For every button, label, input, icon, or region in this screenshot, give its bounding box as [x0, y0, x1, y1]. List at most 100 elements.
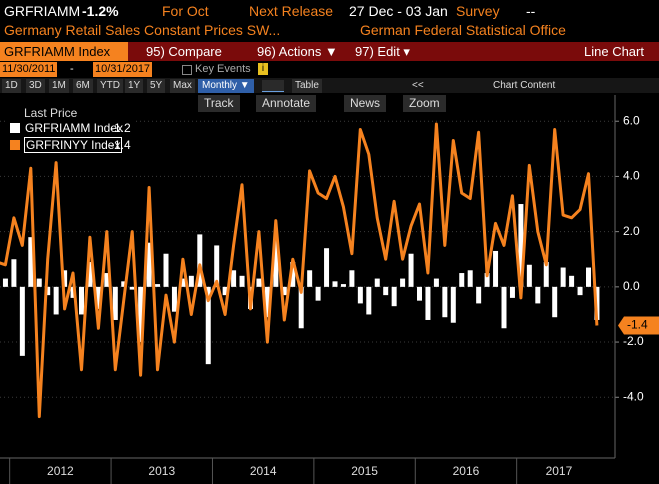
menu-item[interactable]: 96) Actions ▼ [257, 44, 338, 59]
end-date[interactable]: 10/31/2017 [93, 62, 153, 77]
bar [374, 278, 380, 287]
bar [155, 284, 161, 287]
bar [112, 286, 118, 320]
survey-label: Survey [456, 3, 500, 19]
bar [19, 286, 25, 356]
checkbox[interactable] [182, 65, 192, 75]
bar [53, 286, 59, 315]
bar [264, 286, 270, 318]
x-tick-label: 2012 [47, 464, 74, 478]
bar [307, 270, 313, 287]
x-tick-label: 2014 [250, 464, 277, 478]
period-button[interactable]: 1D [2, 79, 21, 93]
description: Germany Retail Sales Constant Prices SW.… [4, 22, 281, 38]
legend-title: Last Price [24, 106, 78, 120]
chart-tool[interactable]: News [344, 95, 387, 112]
y-tick-label: -2.0 [623, 334, 644, 348]
x-tick-label: 2013 [148, 464, 175, 478]
bar [171, 286, 177, 312]
bar [383, 286, 389, 296]
bar [129, 286, 135, 290]
last-value-label: -1.4 [627, 318, 648, 332]
legend-swatch [10, 140, 20, 150]
bar [425, 286, 431, 320]
period-button[interactable]: 1M [49, 79, 69, 93]
bar [222, 286, 228, 296]
bar [400, 278, 406, 287]
period-button[interactable]: 5Y [147, 79, 166, 93]
bar [569, 275, 575, 287]
bar [197, 234, 203, 287]
bar [552, 286, 558, 318]
bar [28, 237, 34, 287]
x-tick-label: 2016 [453, 464, 480, 478]
bar [543, 262, 549, 287]
menu-item[interactable]: 97) Edit ▾ [355, 44, 410, 59]
period: For Oct [162, 3, 209, 19]
bar [324, 248, 330, 287]
view[interactable]: Line Chart [584, 44, 644, 59]
bar [433, 278, 439, 287]
bar [121, 281, 127, 287]
chart-icon[interactable] [262, 80, 284, 92]
chart-tool[interactable]: Zoom [403, 95, 446, 112]
bar [36, 278, 42, 287]
y-tick-label: -4.0 [623, 389, 644, 403]
bar [239, 275, 245, 287]
last-value-tag [618, 316, 659, 335]
bar [357, 286, 363, 304]
bar [256, 278, 262, 287]
bar [535, 286, 541, 304]
chart-content[interactable]: Chart Content [493, 80, 556, 91]
next-release-label: Next Release [249, 3, 334, 19]
source: German Federal Statistical Office [360, 22, 566, 38]
bar [214, 245, 220, 287]
bar [509, 286, 515, 298]
period-button[interactable]: Max [170, 79, 195, 93]
ticker: GRFRIAMM [4, 3, 81, 19]
frequency[interactable]: Monthly ▼ [198, 79, 254, 93]
bar [146, 242, 152, 287]
bar [138, 286, 144, 343]
period-button[interactable]: 1Y [125, 79, 144, 93]
bar [79, 286, 84, 315]
legend-entry: GRFRINYY Index [24, 137, 123, 153]
bar [459, 273, 465, 287]
y-tick-label: 0.0 [623, 279, 640, 293]
bar [62, 270, 68, 287]
bar [273, 239, 279, 287]
bar [298, 286, 304, 329]
survey: -- [526, 3, 536, 19]
menu-item[interactable]: 95) Compare [146, 44, 222, 59]
bar [340, 284, 346, 287]
period-button[interactable]: 3D [26, 79, 45, 93]
separator: - [70, 63, 74, 75]
period-button[interactable]: 6M [73, 79, 93, 93]
key-events[interactable]: Key Events [195, 63, 251, 75]
bar [518, 204, 524, 287]
bar [332, 281, 338, 287]
bar [104, 273, 110, 287]
bar [450, 286, 456, 323]
start-date[interactable]: 11/30/2011 [0, 62, 58, 77]
security[interactable]: GRFRIAMM Index [0, 42, 128, 61]
chart-tool[interactable]: Track [198, 95, 240, 112]
bar [349, 270, 355, 287]
info-icon[interactable]: i [258, 63, 268, 75]
table-button[interactable]: Table [292, 79, 322, 93]
legend-swatch [10, 123, 20, 133]
bar [526, 264, 532, 287]
period-button[interactable]: YTD [97, 79, 123, 93]
legend-value: -1.4 [110, 138, 131, 152]
bar [417, 286, 422, 301]
legend [6, 104, 136, 156]
menu-bar [128, 42, 659, 61]
bar [290, 262, 296, 287]
bar [560, 267, 566, 287]
legend-entry: GRFRIAMM Index [25, 121, 124, 135]
bar [315, 286, 321, 301]
chart-tool[interactable]: Annotate [256, 95, 317, 112]
collapse[interactable]: << [412, 80, 424, 91]
bar [442, 286, 448, 318]
